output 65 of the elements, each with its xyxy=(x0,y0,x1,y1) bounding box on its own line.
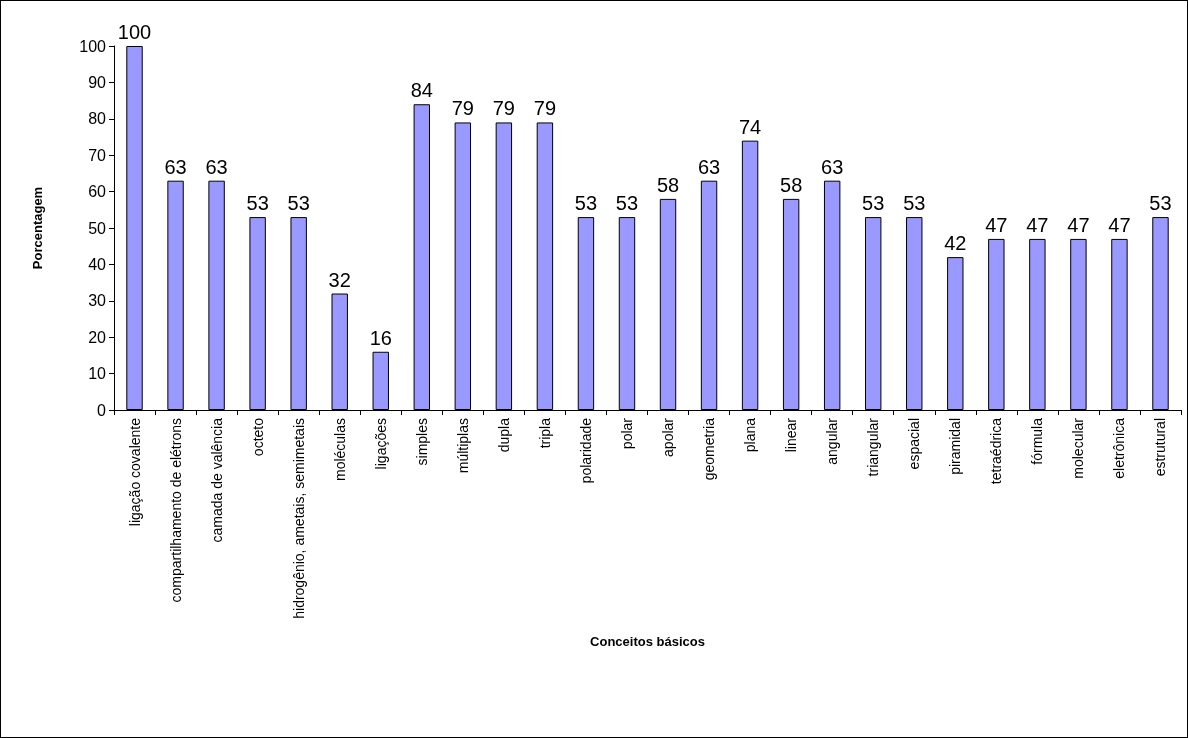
x-tick-label: tetraédrica xyxy=(988,417,1005,485)
y-tick-label: 0 xyxy=(97,401,107,419)
data-label: 58 xyxy=(656,173,680,196)
x-tick-label: molecular xyxy=(1070,417,1087,479)
x-tick-label: triangular xyxy=(865,417,882,477)
y-tick-label: 90 xyxy=(88,73,107,91)
y-tick-label: 10 xyxy=(88,365,107,383)
y-axis-title: Porcentagem xyxy=(30,186,45,270)
x-tick-label: angular xyxy=(824,417,841,465)
data-label: 58 xyxy=(780,173,803,196)
data-label: 53 xyxy=(574,192,598,215)
data-label: 53 xyxy=(246,192,269,215)
x-tick-label: camada de valência xyxy=(208,417,225,543)
data-label: 63 xyxy=(821,155,844,178)
x-tick-label: apolar xyxy=(660,417,677,457)
y-tick-label: 40 xyxy=(88,255,107,273)
x-tick-label: simples xyxy=(413,418,430,466)
x-tick-label: plana xyxy=(742,417,759,453)
data-label: 53 xyxy=(615,192,639,215)
data-label: 47 xyxy=(985,213,1008,236)
data-label: 63 xyxy=(164,155,187,178)
data-label: 53 xyxy=(1149,192,1172,215)
x-tick-label: hidrogênio, ametais, semimetais xyxy=(290,418,307,619)
x-tick-label: geometria xyxy=(701,417,718,481)
x-axis-title: Conceitos básicos xyxy=(590,634,705,649)
data-label: 16 xyxy=(369,326,392,349)
x-tick-label: dupla xyxy=(495,417,512,453)
x-tick-label: tripla xyxy=(536,417,553,449)
x-tick-label: compartilhamento de elétrons xyxy=(167,418,184,603)
data-label: 63 xyxy=(697,155,721,178)
data-label: 47 xyxy=(1067,213,1090,236)
data-label: 32 xyxy=(328,268,351,291)
x-tick-label: octeto xyxy=(249,417,266,457)
data-label: 47 xyxy=(1026,213,1049,236)
y-tick-label: 80 xyxy=(88,110,107,128)
y-tick-label: 70 xyxy=(88,146,107,164)
x-tick-label: piramidal xyxy=(947,418,964,475)
y-tick-label: 20 xyxy=(88,328,107,346)
data-label: 79 xyxy=(451,97,474,120)
data-label: 100 xyxy=(117,21,152,43)
data-label: 74 xyxy=(738,115,762,138)
x-tick-label: moléculas xyxy=(331,418,348,482)
x-tick-label: múltiplas xyxy=(454,418,471,474)
y-tick-label: 100 xyxy=(79,37,107,55)
data-label: 79 xyxy=(492,97,515,120)
y-tick-label: 60 xyxy=(88,183,107,201)
data-label: 84 xyxy=(410,79,433,102)
x-tick-label: fórmula xyxy=(1029,417,1046,465)
x-tick-label: estrutural xyxy=(1152,418,1169,477)
data-label: 53 xyxy=(903,192,926,215)
data-label: 63 xyxy=(205,155,228,178)
data-label: 79 xyxy=(533,97,557,120)
y-tick-label: 30 xyxy=(88,292,107,310)
data-label: 53 xyxy=(862,192,885,215)
x-tick-label: linear xyxy=(783,417,800,453)
x-tick-label: ligações xyxy=(372,418,389,470)
x-tick-label: polar xyxy=(618,417,635,450)
data-label: 47 xyxy=(1108,213,1131,236)
x-tick-label: eletrônica xyxy=(1111,417,1128,479)
y-tick-label: 50 xyxy=(88,219,107,237)
x-tick-label: ligação covalente xyxy=(126,417,143,527)
x-tick-label: polaridade xyxy=(577,417,594,484)
x-tick-label: espacial xyxy=(906,418,923,470)
data-label: 53 xyxy=(287,192,310,215)
data-label: 42 xyxy=(944,232,967,255)
